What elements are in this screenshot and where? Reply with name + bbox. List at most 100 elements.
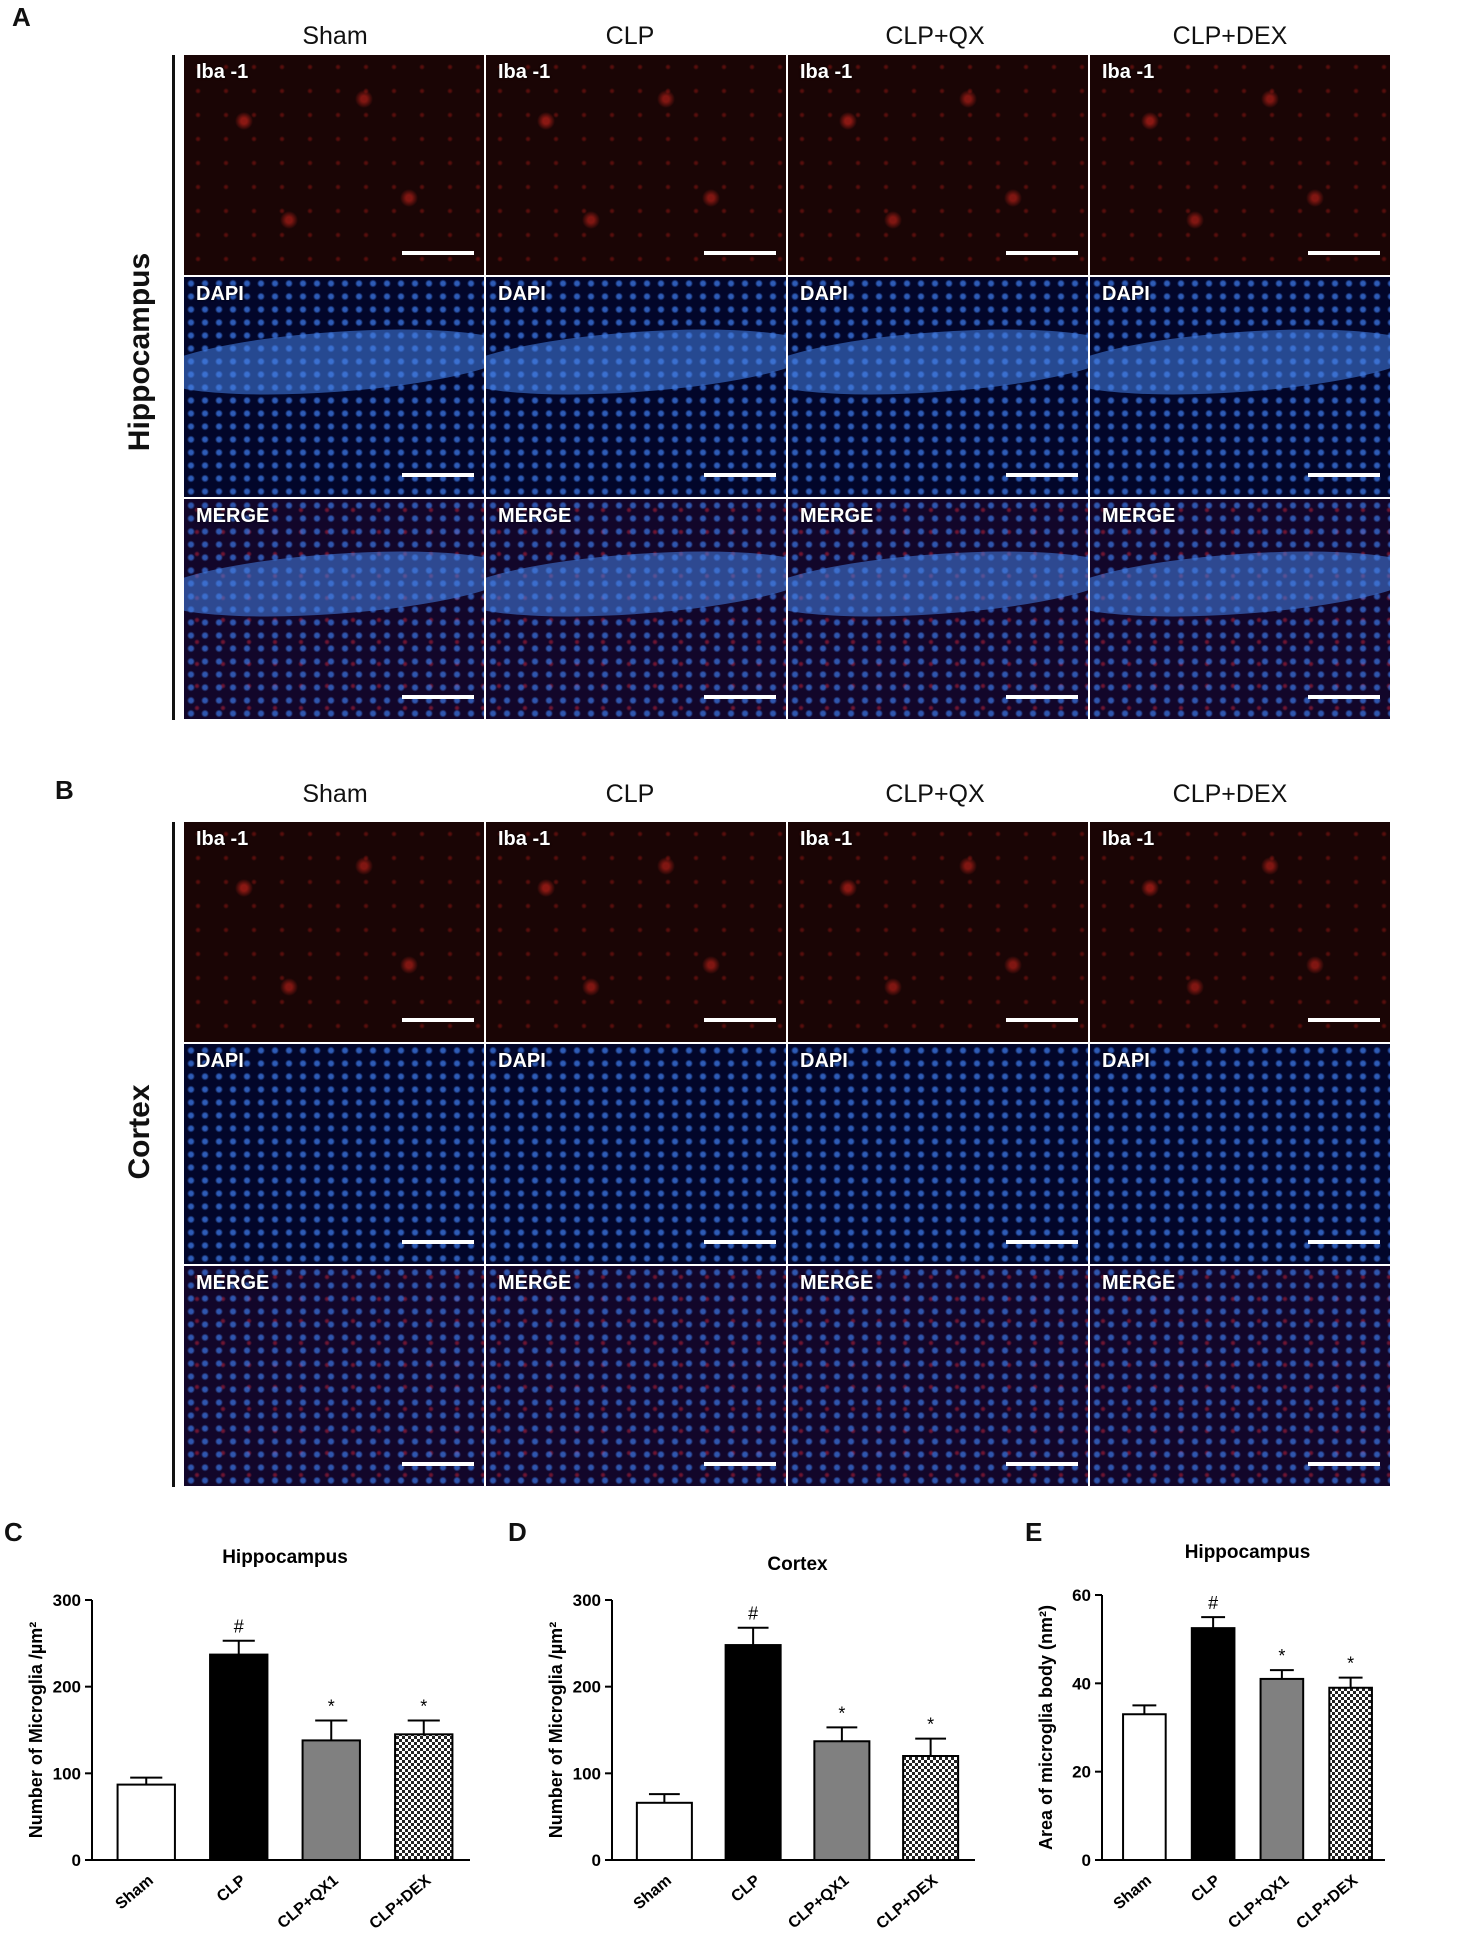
- micrograph-merge-sham-hippo: MERGE: [184, 499, 484, 719]
- bar-clp-qx1: [1259, 1677, 1305, 1861]
- y-tick-label: 20: [1072, 1763, 1091, 1782]
- micrograph-iba-sham-hippo: Iba -1: [184, 55, 484, 275]
- scale-bar: [1308, 473, 1380, 477]
- y-axis-label: Number of Microglia /µm²: [26, 1622, 46, 1838]
- significance-mark: #: [748, 1604, 758, 1624]
- panel-e-letter: E: [1025, 1517, 1043, 1547]
- scale-bar: [1006, 473, 1078, 477]
- x-tick-label: CLP: [214, 1872, 250, 1906]
- y-axis-label: Area of microglia body (nm²): [1036, 1605, 1056, 1850]
- significance-mark: *: [328, 1696, 335, 1716]
- col-head-clpqx-a: CLP+QX: [885, 22, 985, 50]
- panel-a-letter: A: [12, 2, 31, 32]
- micrograph-merge-clpdex-hippo: MERGE: [1090, 499, 1390, 719]
- x-tick-label: CLP+DEX: [873, 1872, 941, 1933]
- scale-bar: [1006, 1462, 1078, 1466]
- x-tick-label: Sham: [1111, 1872, 1155, 1913]
- y-tick-label: 60: [1072, 1586, 1091, 1605]
- scale-bar: [402, 1018, 474, 1022]
- x-tick-label: CLP+QX1: [275, 1872, 342, 1932]
- significance-mark: *: [838, 1703, 845, 1723]
- panel-b-bracket: [172, 822, 175, 1487]
- scale-bar: [1308, 695, 1380, 699]
- x-tick-label: CLP: [728, 1872, 764, 1906]
- micrograph-merge-clp-cortex: MERGE: [486, 1266, 786, 1486]
- y-tick-label: 100: [573, 1764, 601, 1783]
- bar-clp-dex: [1328, 1686, 1373, 1861]
- y-tick-label: 100: [53, 1764, 81, 1783]
- scale-bar: [1308, 251, 1380, 255]
- col-head-sham-a: Sham: [302, 22, 368, 50]
- y-tick-label: 0: [1082, 1851, 1091, 1870]
- micrograph-iba-clpdex-cortex: Iba -1: [1090, 822, 1390, 1042]
- chart-title: Hippocampus: [1185, 1542, 1311, 1563]
- micrograph-merge-clpdex-cortex: MERGE: [1090, 1266, 1390, 1486]
- micrograph-dapi-clpdex-cortex: DAPI: [1090, 1044, 1390, 1264]
- scale-bar: [704, 1462, 776, 1466]
- bar-clp-dex: [394, 1733, 454, 1861]
- micrograph-dapi-sham-hippo: DAPI: [184, 277, 484, 497]
- scale-bar: [704, 1240, 776, 1244]
- x-tick-label: CLP+DEX: [1293, 1872, 1361, 1933]
- col-head-sham-b: Sham: [302, 780, 368, 808]
- significance-mark: #: [1208, 1593, 1218, 1613]
- scale-bar: [704, 1018, 776, 1022]
- bar-clp: [209, 1653, 269, 1861]
- col-head-clp-b: CLP: [605, 780, 655, 808]
- micrograph-dapi-clpqx-cortex: DAPI: [788, 1044, 1088, 1264]
- scale-bar: [1006, 1240, 1078, 1244]
- col-head-clpdex-a: CLP+DEX: [1172, 22, 1288, 50]
- x-tick-label: CLP+QX1: [1225, 1872, 1292, 1932]
- scale-bar: [402, 473, 474, 477]
- micrograph-iba-clpqx-cortex: Iba -1: [788, 822, 1088, 1042]
- panel-b-image-grid: Iba -1 Iba -1 Iba -1 Iba -1 DAPI DAPI DA…: [184, 822, 1390, 1486]
- scale-bar: [1308, 1240, 1380, 1244]
- micrograph-merge-clpqx-cortex: MERGE: [788, 1266, 1088, 1486]
- scale-bar: [704, 695, 776, 699]
- micrograph-iba-clpdex-hippo: Iba -1: [1090, 55, 1390, 275]
- y-tick-label: 300: [53, 1591, 81, 1610]
- scale-bar: [1308, 1018, 1380, 1022]
- y-tick-label: 40: [1072, 1674, 1091, 1693]
- panel-d-letter: D: [508, 1517, 527, 1547]
- micrograph-dapi-clpqx-hippo: DAPI: [788, 277, 1088, 497]
- scale-bar: [1308, 1462, 1380, 1466]
- panel-b-letter: B: [55, 775, 74, 805]
- scale-bar: [402, 1240, 474, 1244]
- micrograph-merge-clpqx-hippo: MERGE: [788, 499, 1088, 719]
- bar-clp-qx1: [301, 1739, 361, 1861]
- x-tick-label: Sham: [631, 1872, 675, 1913]
- micrograph-iba-clp-hippo: Iba -1: [486, 55, 786, 275]
- scale-bar: [402, 251, 474, 255]
- bar-sham: [635, 1801, 693, 1861]
- panel-c-letter: C: [4, 1517, 23, 1547]
- col-head-clp-a: CLP: [605, 22, 655, 50]
- panel-a-row-title: Hippocampus: [123, 252, 156, 452]
- y-tick-label: 0: [72, 1851, 81, 1870]
- y-axis-label: Number of Microglia /µm²: [546, 1622, 566, 1838]
- micrograph-dapi-sham-cortex: DAPI: [184, 1044, 484, 1264]
- scale-bar: [402, 695, 474, 699]
- micrograph-iba-clpqx-hippo: Iba -1: [788, 55, 1088, 275]
- y-tick-label: 200: [573, 1678, 601, 1697]
- bar-clp-qx1: [813, 1740, 871, 1861]
- chart-title: Hippocampus: [222, 1547, 348, 1568]
- scale-bar: [704, 251, 776, 255]
- x-tick-label: CLP+QX1: [785, 1872, 852, 1932]
- micrograph-dapi-clp-cortex: DAPI: [486, 1044, 786, 1264]
- micrograph-dapi-clpdex-hippo: DAPI: [1090, 277, 1390, 497]
- y-tick-label: 0: [592, 1851, 601, 1870]
- significance-mark: *: [1347, 1654, 1354, 1674]
- bar-sham: [116, 1783, 176, 1862]
- x-tick-label: CLP: [1188, 1872, 1224, 1906]
- micrograph-dapi-clp-hippo: DAPI: [486, 277, 786, 497]
- scale-bar: [704, 473, 776, 477]
- bar-clp: [1190, 1627, 1236, 1861]
- scale-bar: [1006, 1018, 1078, 1022]
- scale-bar: [1006, 251, 1078, 255]
- micrograph-merge-sham-cortex: MERGE: [184, 1266, 484, 1486]
- panel-a-bracket: [172, 55, 175, 720]
- bar-clp-dex: [902, 1755, 960, 1861]
- significance-mark: *: [927, 1715, 934, 1735]
